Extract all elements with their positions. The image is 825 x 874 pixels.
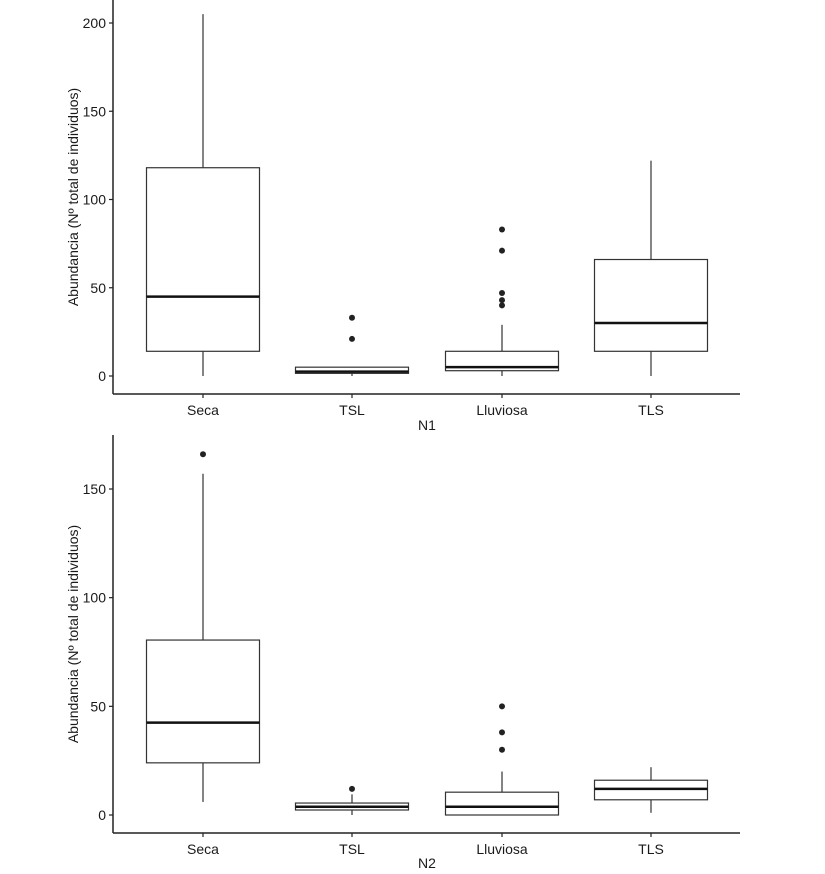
box-tls: [593, 767, 709, 813]
y-tick-label: 0: [98, 368, 106, 384]
y-tick-label: 50: [90, 698, 106, 714]
x-tick-label: Seca: [187, 402, 219, 418]
outlier-point: [499, 290, 505, 297]
box-lluviosa: [444, 703, 560, 816]
x-tick-label: TLS: [638, 841, 664, 857]
outlier-point: [499, 226, 505, 233]
outlier-point: [200, 451, 206, 458]
outlier-point: [499, 746, 505, 753]
iqr-box: [444, 791, 560, 816]
outlier-point: [349, 314, 355, 321]
box-tsl: [294, 314, 410, 376]
iqr-box: [145, 167, 261, 352]
iqr-box: [145, 639, 261, 764]
x-axis-title: N2: [418, 855, 436, 871]
outlier-point: [499, 703, 505, 710]
chart-panel-1: 0 50 100 150 200 Seca TSL Lluviosa TLS N1 Abundanc…: [65, 0, 740, 433]
y-tick-label: 0: [98, 807, 106, 823]
iqr-box: [593, 258, 709, 352]
y-tick-label: 50: [90, 280, 106, 296]
iqr-box: [294, 366, 410, 374]
y-axis-title: Abundancia (Nº total de individuos): [65, 525, 81, 743]
y-tick-label: 100: [83, 192, 107, 208]
iqr-box: [444, 350, 560, 372]
x-tick-label: Lluviosa: [476, 841, 528, 857]
box-tsl: [294, 785, 410, 815]
box-tls: [593, 160, 709, 376]
y-tick-label: 150: [83, 481, 107, 497]
y-axis-title: Abundancia (Nº total de individuos): [65, 88, 81, 306]
y-tick-label: 100: [83, 590, 107, 606]
x-tick-label: Seca: [187, 841, 219, 857]
outlier-point: [349, 785, 355, 792]
box-seca: [145, 14, 261, 376]
x-tick-label: TSL: [339, 402, 365, 418]
outlier-point: [499, 297, 505, 304]
outlier-point: [349, 335, 355, 342]
outlier-point: [499, 247, 505, 254]
x-tick-label: TSL: [339, 841, 365, 857]
x-axis-title: N1: [418, 417, 436, 433]
outlier-point: [499, 729, 505, 736]
outlier-point: [499, 302, 505, 309]
x-tick-label: Lluviosa: [476, 402, 528, 418]
y-tick-label: 200: [83, 15, 107, 31]
box-seca: [145, 451, 261, 802]
box-lluviosa: [444, 226, 560, 376]
y-tick-label: 150: [83, 103, 107, 119]
chart-panel-2: 0 50 100 150 Seca TSL Lluviosa TLS N2 Abundancia …: [65, 435, 740, 871]
x-tick-label: TLS: [638, 402, 664, 418]
